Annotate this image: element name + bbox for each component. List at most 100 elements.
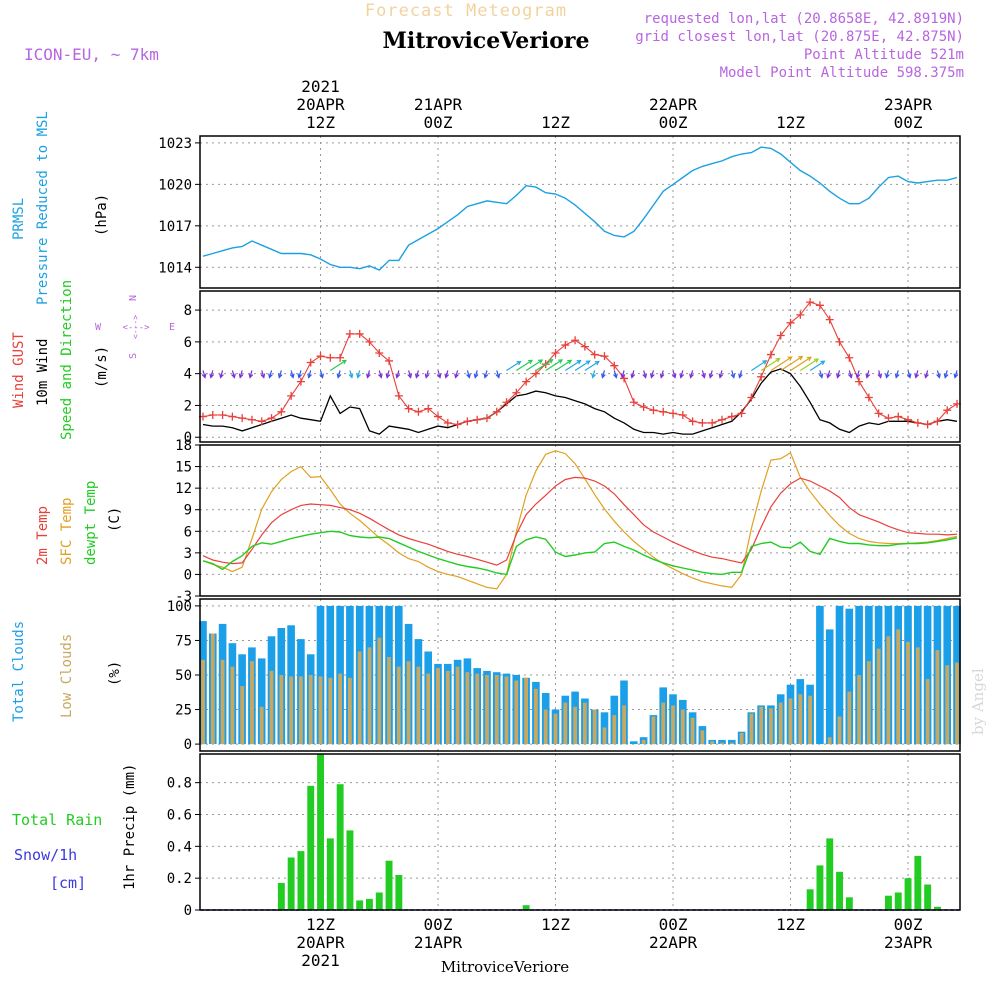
gust-marker <box>776 331 785 340</box>
panel-border <box>199 444 961 597</box>
low-cloud-bar <box>269 670 274 745</box>
pressure-label-1: PRMSL <box>11 198 27 240</box>
bottom-station-name: MitroviceVeriore <box>441 958 569 976</box>
rain-bar <box>307 785 315 910</box>
low-cloud-bar <box>935 650 940 745</box>
wind-arrow-head <box>576 359 582 365</box>
bottom-time-label: 21APR <box>414 933 463 952</box>
gust-marker <box>855 377 864 386</box>
compass-e: E <box>169 322 175 333</box>
y-tick-label: 0.4 <box>167 839 192 855</box>
y-tick-label: 0 <box>184 430 192 446</box>
y-tick-label: 0.8 <box>167 776 192 792</box>
low-cloud-bar <box>886 636 891 745</box>
gust-marker <box>208 410 217 419</box>
wind-arrow-head <box>558 359 564 364</box>
gust-marker <box>551 348 560 357</box>
wind-arrow-head <box>585 360 591 365</box>
bottom-time-label: 00Z <box>659 915 688 934</box>
rain-bar <box>826 838 834 910</box>
bottom-time-label: 00Z <box>424 915 453 934</box>
low-cloud-bar <box>328 677 333 745</box>
low-cloud-bar <box>602 727 607 745</box>
compass-rose: N S <---> W <---> E <box>95 295 175 359</box>
y-tick-label: 8 <box>184 303 192 319</box>
gust-marker <box>375 348 384 357</box>
low-cloud-bar <box>759 706 763 745</box>
gust-marker <box>443 418 452 427</box>
gust-marker <box>336 353 345 362</box>
gust-marker <box>473 415 482 424</box>
wind-arrow <box>564 360 581 371</box>
y-tick-label: 6 <box>184 335 192 351</box>
gust-marker <box>228 412 237 421</box>
wind-arrow-head <box>701 373 706 379</box>
panel-border <box>199 598 961 752</box>
y-tick-label: 0 <box>184 567 192 583</box>
low-cloud-bar <box>915 647 920 745</box>
top-time-label: 12Z <box>541 113 570 132</box>
bottom-time-label: 20APR <box>296 933 345 952</box>
wind-arrow-head <box>798 355 804 361</box>
wind-arrow-head <box>407 373 413 379</box>
rain-bar <box>924 884 932 910</box>
wind-arrow-head <box>548 359 554 364</box>
gust-marker <box>874 409 883 418</box>
rain-bar <box>326 838 334 910</box>
total-cloud-label: Total Clouds <box>11 621 27 722</box>
dewpt-line <box>202 530 958 576</box>
low-cloud-bar <box>230 666 235 745</box>
bottom-time-label: 2021 <box>301 951 340 970</box>
gust-marker <box>806 298 815 307</box>
gust-marker <box>688 417 697 426</box>
y-tick-label: 0.6 <box>167 807 192 823</box>
total-cloud-bar <box>316 605 325 745</box>
low-cloud-bar <box>690 717 695 745</box>
low-cloud-bar <box>867 661 871 745</box>
low-cloud-bar <box>318 676 323 745</box>
wind-arrow-head <box>268 373 273 379</box>
wind-arrow-head <box>436 373 442 379</box>
low-cloud-bar <box>504 676 509 745</box>
wind-arrow <box>535 359 553 371</box>
gust-marker <box>571 336 580 345</box>
low-cloud-bar <box>259 706 264 745</box>
wind-arrow-head <box>336 373 342 379</box>
model-label: ICON-EU, ~ 7km <box>24 45 159 64</box>
wind-arrow-head <box>601 373 606 379</box>
wind-arrow-head <box>319 373 324 379</box>
low-cloud-bar <box>680 709 685 744</box>
gust-marker <box>424 404 433 413</box>
low-cloud-bar <box>367 647 372 745</box>
low-cloud-bar <box>700 730 705 745</box>
rain-bar <box>885 895 892 910</box>
wind-arrow-head <box>591 373 596 379</box>
wind-arrow-head <box>201 373 207 379</box>
wind-arrow-head <box>594 360 600 366</box>
total-cloud-bar <box>845 608 854 745</box>
total-cloud-bar <box>630 741 638 745</box>
gust-marker <box>678 410 687 419</box>
wind-arrow <box>545 359 563 371</box>
wind-arrow <box>760 358 780 371</box>
gust-marker <box>757 372 766 381</box>
low-cloud-bar <box>289 676 293 745</box>
model-altitude: Model Point Altitude 598.375m <box>720 65 964 81</box>
rain-bar <box>904 878 912 910</box>
wind-arrow-head <box>775 357 781 363</box>
low-cloud-bar <box>739 733 744 745</box>
wind-arrow-head <box>473 373 479 379</box>
gust-marker <box>629 398 638 407</box>
y-tick-label: 18 <box>175 438 192 454</box>
low-cloud-bar <box>749 713 754 745</box>
wind-arrow-head <box>620 373 626 379</box>
gust-marker <box>492 407 501 416</box>
gust-marker <box>296 377 305 386</box>
rain-bar <box>806 889 814 910</box>
wind-arrow-head <box>613 373 618 379</box>
bottom-time-label: 12Z <box>776 915 805 934</box>
compass-n: N <box>128 295 139 301</box>
wind-arrow-head <box>289 373 295 379</box>
top-time-label: 00Z <box>894 113 923 132</box>
